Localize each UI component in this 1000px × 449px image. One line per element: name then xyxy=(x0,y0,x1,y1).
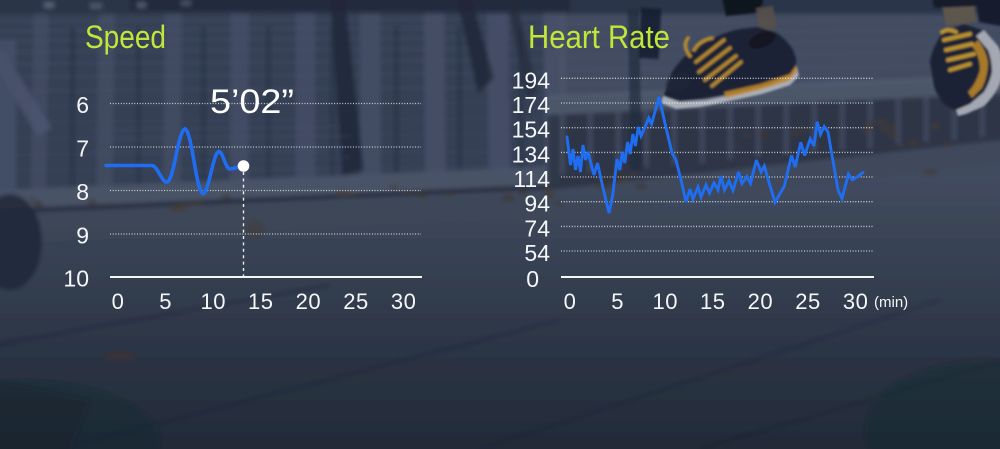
svg-text:30: 30 xyxy=(843,289,868,314)
svg-text:5: 5 xyxy=(611,289,624,314)
svg-text:7: 7 xyxy=(76,136,89,162)
svg-text:15: 15 xyxy=(700,289,725,314)
svg-text:94: 94 xyxy=(524,191,550,217)
svg-text:25: 25 xyxy=(795,289,820,314)
svg-text:0: 0 xyxy=(526,266,539,292)
svg-text:Heart Rate: Heart Rate xyxy=(528,19,670,55)
svg-text:134: 134 xyxy=(512,141,551,167)
svg-text:Speed: Speed xyxy=(85,19,166,55)
svg-text:5: 5 xyxy=(159,289,172,314)
svg-text:10: 10 xyxy=(200,289,225,314)
svg-text:8: 8 xyxy=(76,179,89,205)
svg-text:10: 10 xyxy=(652,289,677,314)
svg-text:154: 154 xyxy=(512,117,551,143)
svg-text:10: 10 xyxy=(63,266,89,292)
svg-text:25: 25 xyxy=(343,289,368,314)
svg-text:54: 54 xyxy=(524,240,550,266)
svg-text:30: 30 xyxy=(391,289,416,314)
svg-text:114: 114 xyxy=(513,166,550,192)
svg-text:74: 74 xyxy=(524,215,550,241)
svg-text:194: 194 xyxy=(512,67,551,93)
svg-text:20: 20 xyxy=(748,289,773,314)
svg-text:0: 0 xyxy=(564,289,577,314)
svg-text:15: 15 xyxy=(248,289,273,314)
svg-text:0: 0 xyxy=(112,289,125,314)
svg-text:(min): (min) xyxy=(874,294,908,311)
svg-text:9: 9 xyxy=(76,223,89,249)
svg-text:6: 6 xyxy=(76,92,89,118)
svg-text:174: 174 xyxy=(512,92,551,118)
svg-text:5’02”: 5’02” xyxy=(210,83,294,121)
svg-text:20: 20 xyxy=(296,289,321,314)
